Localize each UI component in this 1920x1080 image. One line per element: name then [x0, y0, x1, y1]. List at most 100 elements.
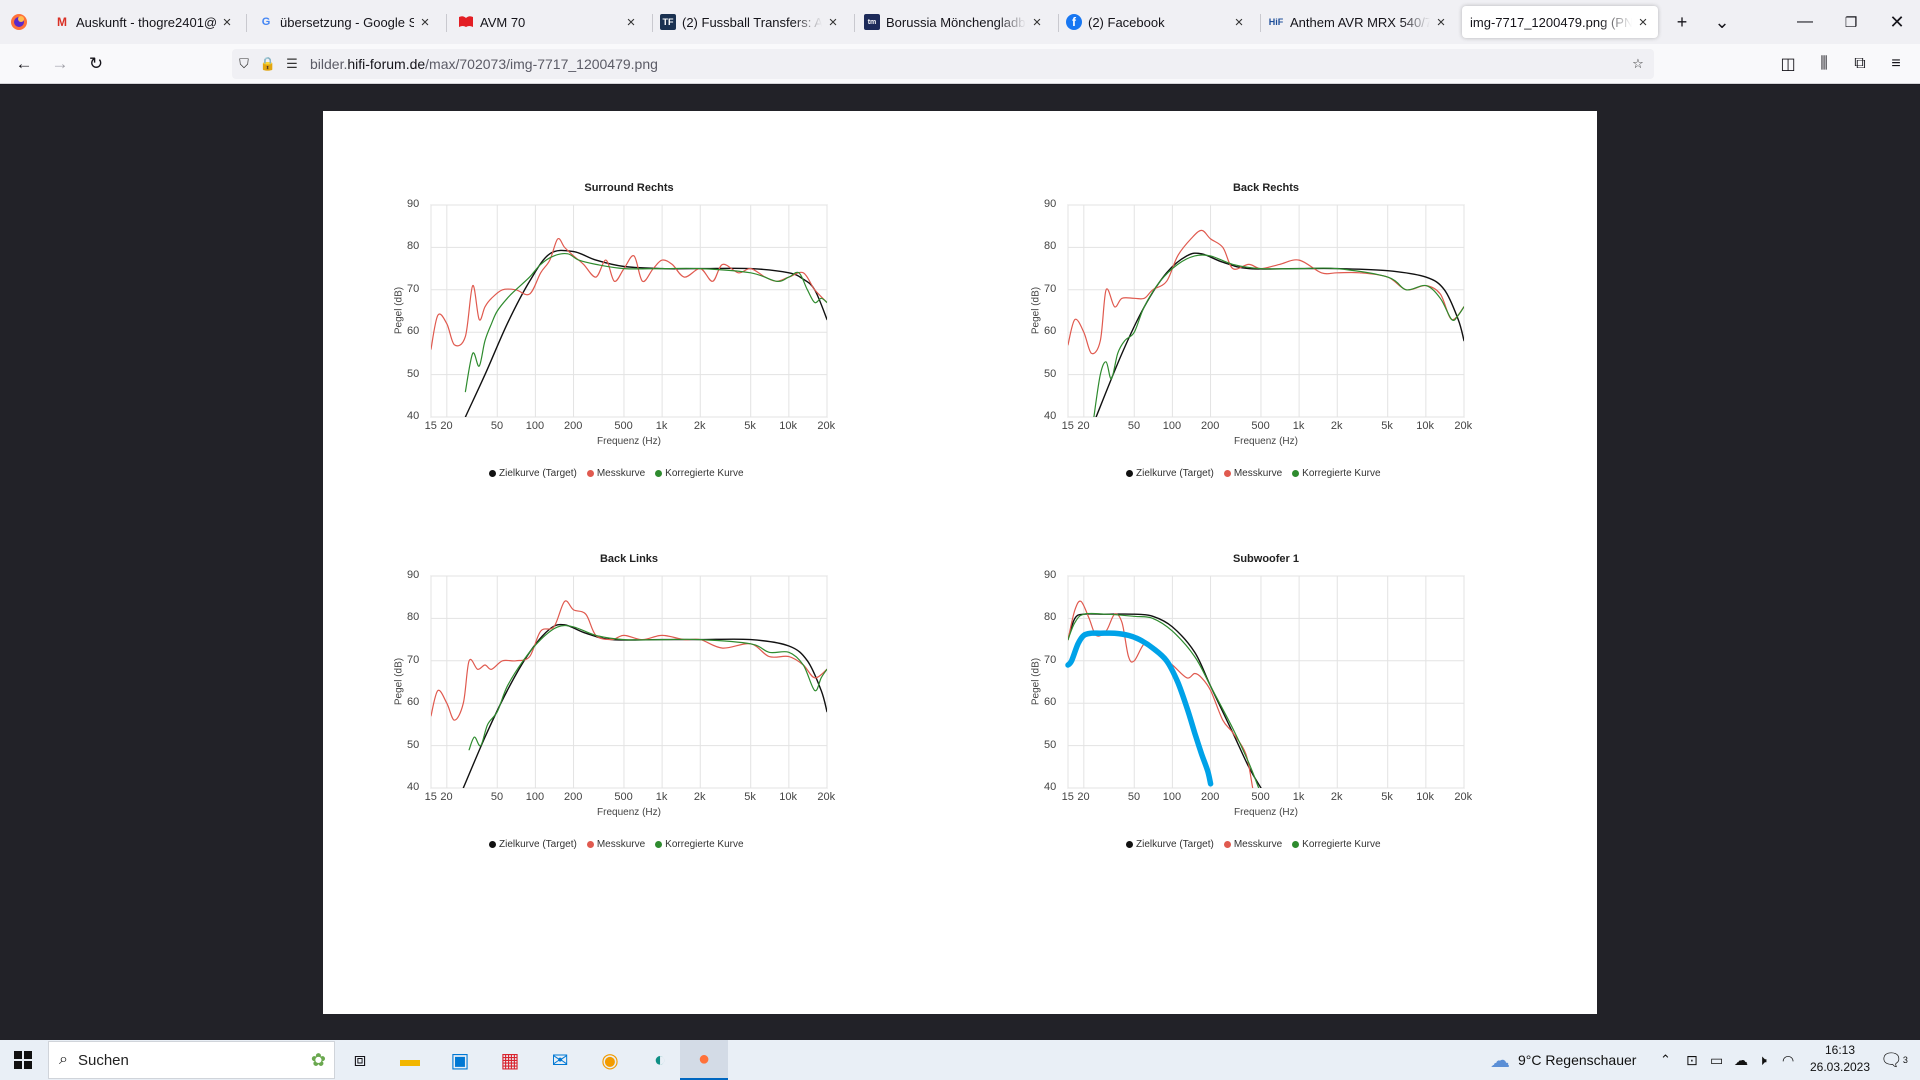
- time-text: 16:13: [1824, 1043, 1856, 1057]
- tab-image-active[interactable]: img-7717_1200479.png (PNG-G ×: [1462, 6, 1658, 38]
- tab-separator: [652, 14, 653, 32]
- task-view-icon[interactable]: ⧈: [353, 1048, 367, 1071]
- extensions-icon[interactable]: ⧉: [1854, 55, 1866, 72]
- bookmark-star-icon[interactable]: ☆: [1632, 56, 1644, 71]
- legend-dot-icon: [1223, 470, 1231, 477]
- plot-area: [430, 204, 828, 418]
- tab-facebook[interactable]: f (2) Facebook ×: [1058, 6, 1254, 38]
- y-tick-label: 80: [1044, 611, 1057, 624]
- tab-gmail[interactable]: M Auskunft - thogre2401@gm ×: [46, 6, 242, 38]
- close-tab-icon[interactable]: ×: [626, 13, 636, 31]
- clock[interactable]: 16:13 26.03.2023: [1808, 1042, 1872, 1076]
- close-tab-icon[interactable]: ×: [1436, 13, 1446, 31]
- legend-item[interactable]: Zielkurve (Target): [489, 839, 577, 850]
- windows-start-icon[interactable]: [0, 1040, 46, 1080]
- x-tick-label: 50: [490, 791, 504, 803]
- y-tick-label: 70: [407, 282, 420, 295]
- tab-transfermarkt[interactable]: TF (2) Fussball Transfers: Aktue ×: [652, 6, 848, 38]
- y-tick-label: 50: [1044, 738, 1057, 751]
- close-tab-icon[interactable]: ×: [1234, 13, 1244, 31]
- legend-label: Zielkurve (Target): [1136, 468, 1214, 479]
- battery-icon[interactable]: ▭: [1710, 1051, 1724, 1068]
- legend-label: Korregierte Kurve: [665, 839, 744, 850]
- gift-app-icon[interactable]: ▦: [500, 1049, 520, 1072]
- close-tab-icon[interactable]: ×: [1032, 13, 1042, 31]
- close-tab-icon[interactable]: ×: [420, 13, 430, 31]
- gmail-icon: M: [57, 15, 67, 29]
- chart-legend: Zielkurve (Target) Messkurve Korregierte K…: [489, 839, 750, 850]
- chart-title: Back Rechts: [1232, 182, 1300, 194]
- series-line-measured: [431, 237, 827, 350]
- restore-icon[interactable]: ❐: [1844, 13, 1858, 30]
- library-icon[interactable]: ⫼: [1820, 55, 1828, 72]
- legend-item[interactable]: Messkurve: [586, 468, 645, 479]
- navigation-toolbar: ← → ↻ ⛉ 🔒 ☰ bilder.hifi-forum.de/max/702…: [0, 44, 1920, 84]
- close-tab-icon[interactable]: ×: [1638, 13, 1648, 31]
- tab-title: (2) Fussball Transfers: Aktue: [682, 14, 822, 30]
- chart-legend: Zielkurve (Target) Messkurve Korregierte K…: [1126, 839, 1387, 850]
- app-icon[interactable]: ◉: [601, 1049, 619, 1072]
- notification-icon[interactable]: 🗨 3: [1880, 1049, 1908, 1070]
- legend-label: Messkurve: [1233, 839, 1283, 850]
- close-window-icon[interactable]: ✕: [1889, 11, 1905, 32]
- legend-item[interactable]: Messkurve: [1223, 468, 1282, 479]
- edge-icon[interactable]: ◐: [653, 1048, 667, 1071]
- chart-legend: Zielkurve (Target) Messkurve Korregierte K…: [1126, 468, 1387, 479]
- meet-now-icon[interactable]: ⊡: [1686, 1051, 1698, 1068]
- tab-hifi-forum[interactable]: HiF Anthem AVR MRX 540/740/ ×: [1260, 6, 1456, 38]
- speaker-muted-icon[interactable]: 🕨: [1758, 1051, 1767, 1068]
- chart-panel: [1067, 204, 1465, 418]
- pocket-icon[interactable]: ◫: [1780, 56, 1796, 73]
- close-tab-icon[interactable]: ×: [222, 13, 232, 31]
- firefox-taskbar-icon[interactable]: ●: [680, 1040, 728, 1080]
- store-icon[interactable]: ▣: [450, 1049, 470, 1072]
- app-menu-icon[interactable]: ≡: [1891, 55, 1901, 72]
- minimize-icon[interactable]: —: [1797, 13, 1813, 30]
- legend-item[interactable]: Korregierte Kurve: [1292, 839, 1381, 850]
- x-axis-label: Frequenz (Hz): [597, 436, 661, 447]
- x-tick-label: 20k: [1454, 791, 1473, 803]
- taskbar-search-input[interactable]: ⌕ Suchen ✿: [48, 1041, 335, 1079]
- legend-label: Zielkurve (Target): [1136, 839, 1214, 850]
- x-tick-label: 20k: [817, 420, 836, 432]
- tab-google[interactable]: G übersetzung - Google Such ×: [250, 6, 440, 38]
- tab-avm[interactable]: AVM 70 ×: [450, 6, 646, 38]
- permissions-icon[interactable]: ☰: [286, 56, 298, 71]
- y-tick-label: 40: [1044, 781, 1057, 793]
- legend-item[interactable]: Zielkurve (Target): [1126, 839, 1214, 850]
- url-domain-prefix: bilder.: [310, 56, 348, 72]
- borussia-icon: tm: [864, 14, 880, 30]
- tab-borussia[interactable]: tm Borussia Mönchengladbach ×: [856, 6, 1052, 38]
- shield-icon[interactable]: ⛉: [239, 56, 249, 71]
- new-tab-button[interactable]: +: [1676, 11, 1688, 32]
- legend-item[interactable]: Zielkurve (Target): [489, 468, 577, 479]
- list-all-tabs-button[interactable]: ⌄: [1714, 11, 1730, 32]
- x-tick-label: 10k: [1416, 420, 1434, 432]
- y-tick-label: 40: [1044, 410, 1057, 422]
- back-arrow-icon[interactable]: ←: [15, 54, 33, 73]
- wifi-icon[interactable]: ◠: [1782, 1051, 1795, 1068]
- url-bar[interactable]: ⛉ 🔒 ☰ bilder.hifi-forum.de/max/702073/im…: [232, 49, 1654, 79]
- weather-widget[interactable]: ☁ 9°C Regenschauer: [1490, 1040, 1636, 1080]
- x-tick-label: 100: [1162, 420, 1182, 432]
- x-tick-label: 20: [440, 791, 453, 803]
- chevron-up-icon[interactable]: ⌃: [1660, 1052, 1671, 1067]
- firefox-menu-icon[interactable]: [10, 13, 28, 31]
- mail-icon[interactable]: ✉: [551, 1049, 569, 1072]
- y-tick-label: 90: [407, 569, 420, 581]
- legend-item[interactable]: Korregierte Kurve: [655, 468, 744, 479]
- file-explorer-icon[interactable]: ▬: [400, 1048, 420, 1071]
- legend-dot-icon: [489, 470, 496, 477]
- legend-item[interactable]: Messkurve: [1223, 839, 1283, 850]
- legend-item[interactable]: Zielkurve (Target): [1126, 468, 1214, 479]
- legend-item[interactable]: Messkurve: [586, 839, 645, 850]
- legend-item[interactable]: Korregierte Kurve: [1292, 468, 1381, 479]
- x-tick-label: 1k: [655, 791, 668, 803]
- lock-icon[interactable]: 🔒: [259, 56, 277, 71]
- onedrive-icon[interactable]: ☁: [1734, 1051, 1748, 1068]
- legend-item[interactable]: Korregierte Kurve: [655, 839, 744, 850]
- close-tab-icon[interactable]: ×: [828, 13, 838, 31]
- forward-arrow-icon[interactable]: →: [51, 54, 69, 73]
- y-axis-label: Pegel (dB): [1030, 286, 1042, 335]
- reload-icon[interactable]: ↻: [88, 54, 104, 73]
